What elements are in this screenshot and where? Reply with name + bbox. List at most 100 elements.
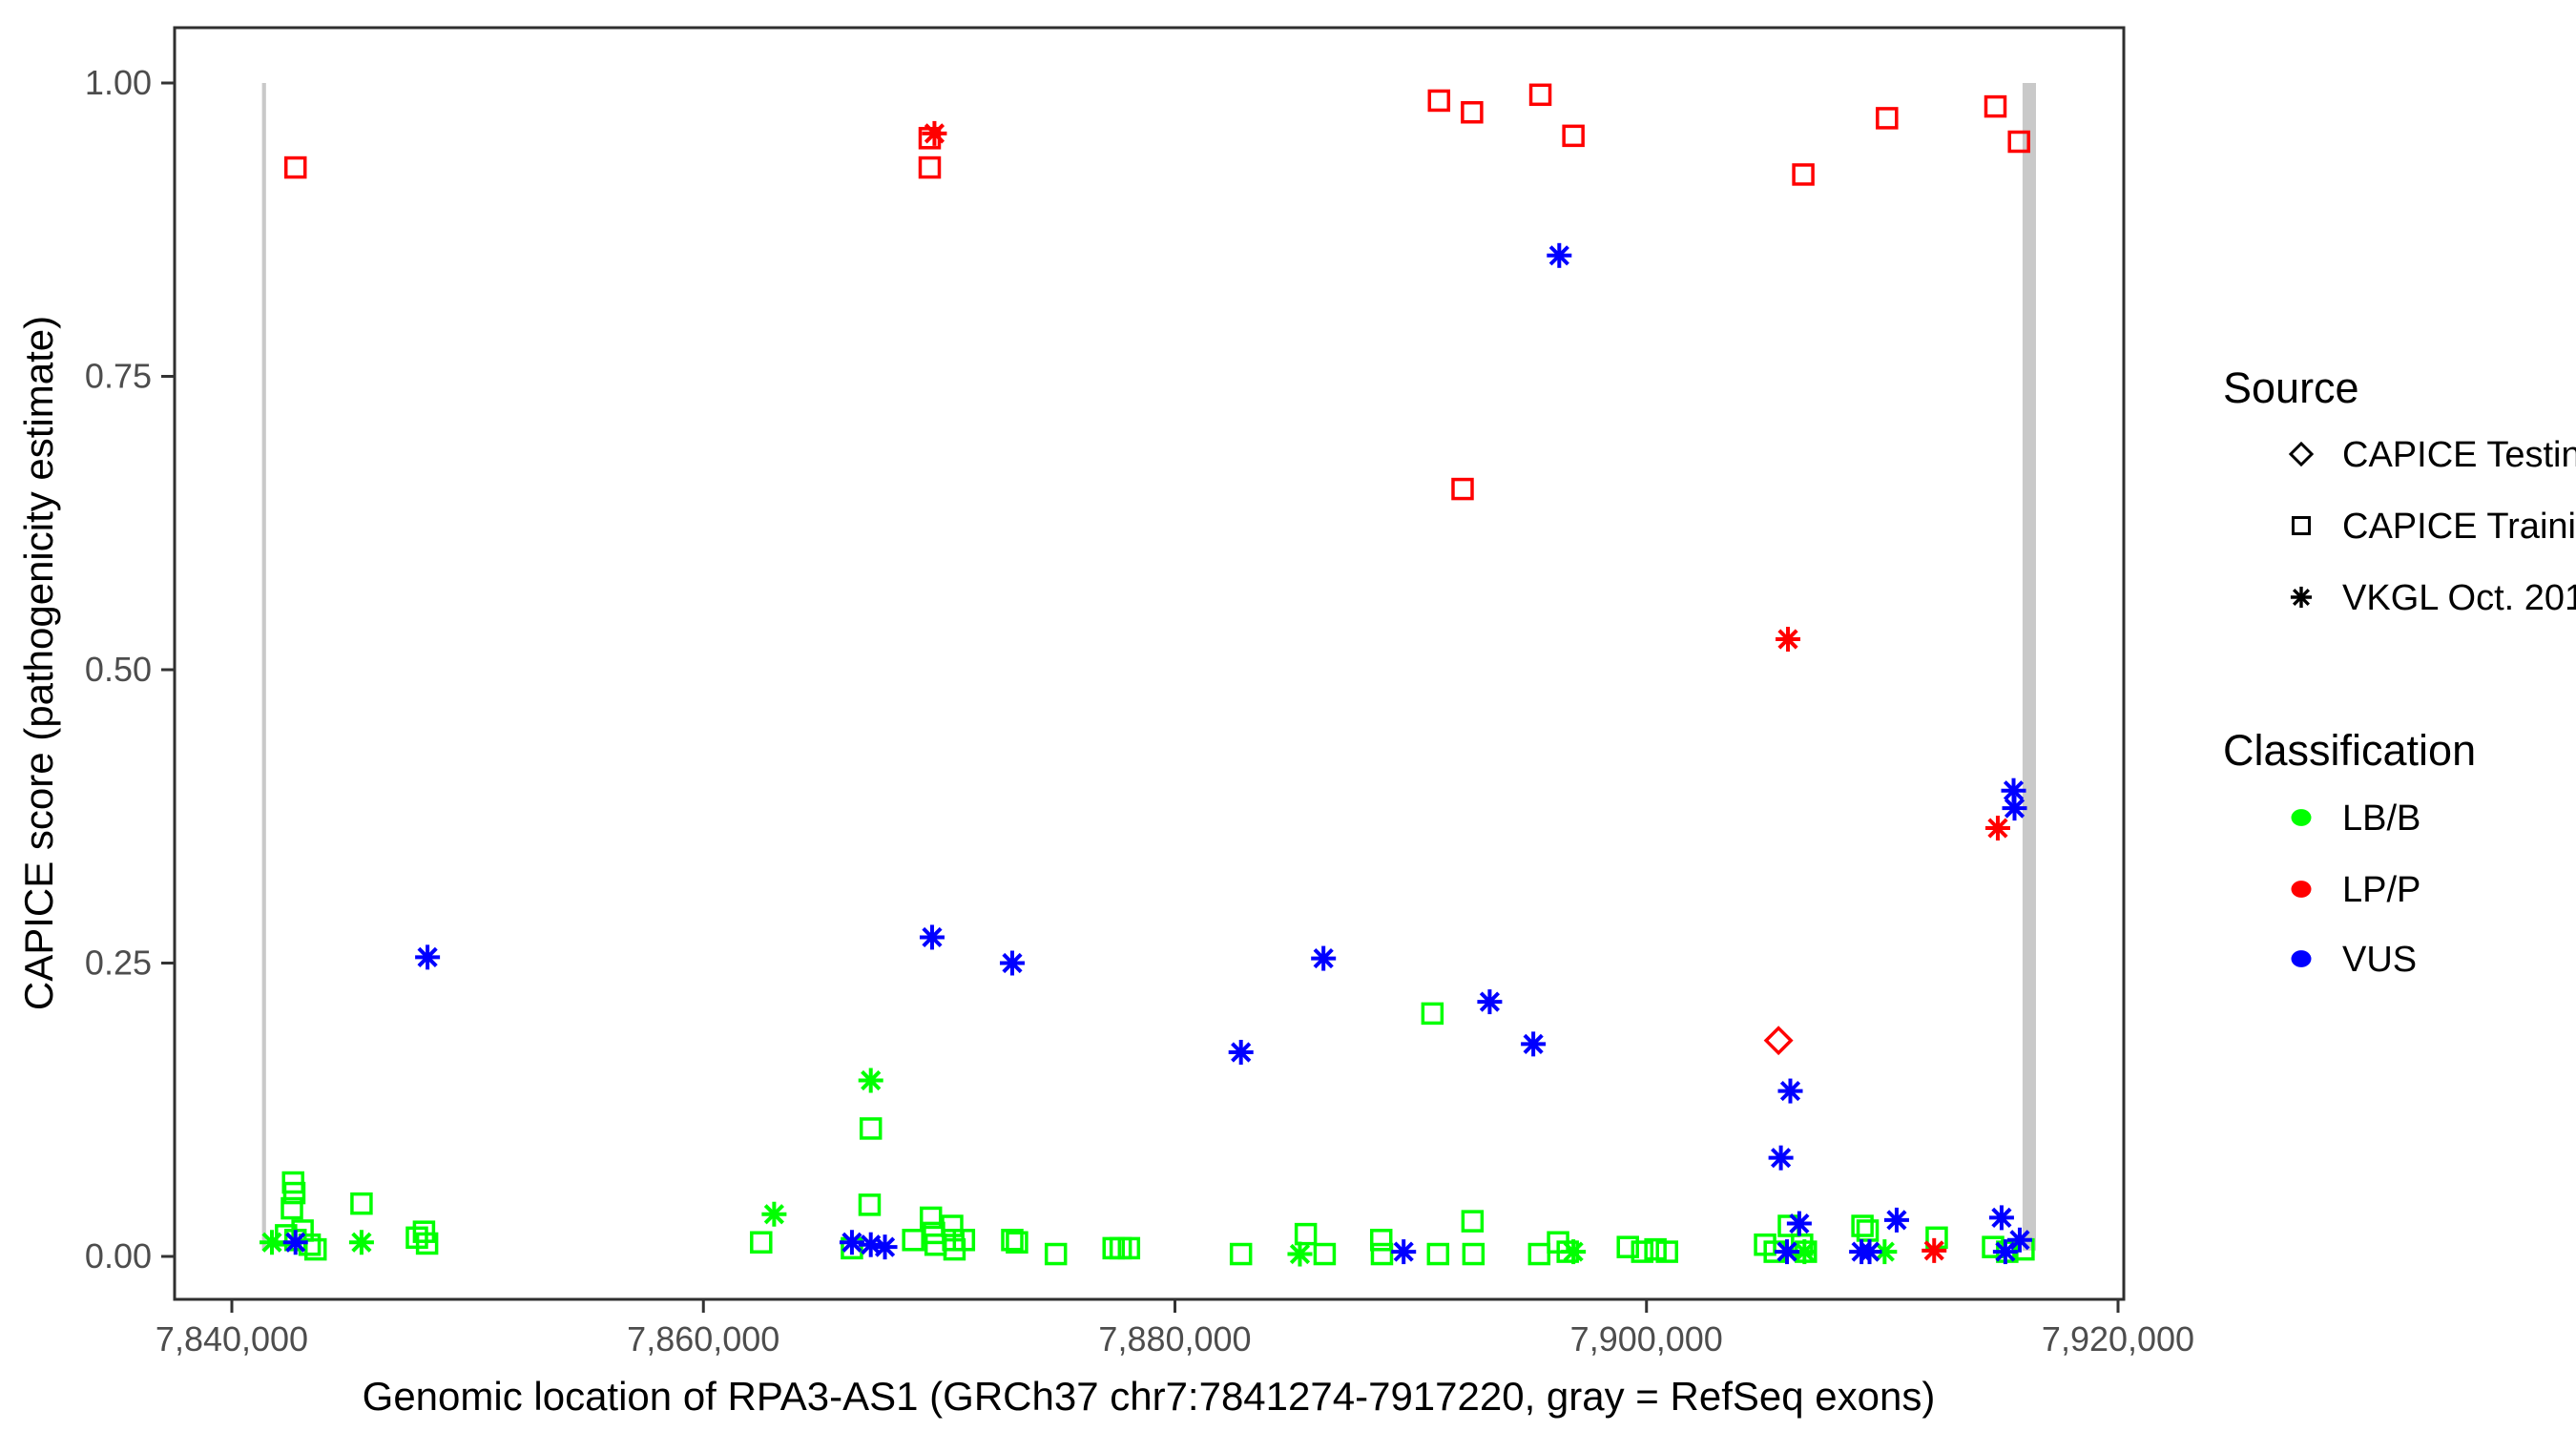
- data-point: [872, 1234, 898, 1260]
- data-point: [348, 1230, 374, 1255]
- legend-item-label: VUS: [2342, 940, 2417, 980]
- data-point: [1313, 1242, 1337, 1266]
- data-point: [1427, 89, 1451, 113]
- data-point: [2006, 1227, 2032, 1253]
- data-point: [1631, 1240, 1654, 1263]
- data-point: [1311, 945, 1337, 971]
- data-point: [412, 1220, 436, 1243]
- data-point: [1922, 1237, 1947, 1263]
- data-point: [919, 924, 945, 950]
- legend-marker-dot-icon: [2291, 809, 2312, 826]
- data-point: [919, 1206, 943, 1230]
- data-point: [1421, 1002, 1444, 1026]
- data-point: [1876, 107, 1899, 130]
- x-tick-label: 7,860,000: [627, 1319, 779, 1358]
- data-point: [1462, 1242, 1485, 1266]
- legend-marker-square-icon: [2292, 516, 2311, 535]
- data-point: [1426, 1242, 1450, 1266]
- legend-classification-title: Classification: [2223, 726, 2476, 775]
- x-tick-label: 7,900,000: [1570, 1319, 1723, 1358]
- series-capice-testing-lp-p: [1763, 1026, 1794, 1056]
- data-point: [1777, 1078, 1803, 1104]
- data-point: [941, 1214, 964, 1237]
- legend-item-vkgl-oct-2019: VKGL Oct. 2019: [2290, 578, 2576, 618]
- series-vkgl-oct-2019-vus: [282, 242, 2032, 1265]
- legend-item-label: CAPICE Testing: [2342, 435, 2576, 475]
- legend-marker-dot-icon: [2291, 950, 2312, 967]
- y-tick-label: 1.00: [85, 63, 152, 102]
- legend-item-label: VKGL Oct. 2019: [2342, 578, 2576, 618]
- data-point: [415, 944, 441, 970]
- data-point: [859, 1117, 883, 1140]
- data-point: [1616, 1235, 1639, 1258]
- data-point: [1988, 1205, 2014, 1231]
- legend-item-vus: VUS: [2291, 940, 2417, 980]
- legend-classification-items: LB/B LP/P VUS: [2291, 798, 2420, 980]
- data-point: [1655, 1240, 1678, 1263]
- legend-item-lb-b: LB/B: [2291, 798, 2420, 839]
- data-point: [1117, 1236, 1141, 1260]
- legend: Source CAPICE Testing CAPICE Training VKGL…: [2223, 363, 2576, 980]
- legend-marker-diamond-icon: [2288, 441, 2315, 467]
- data-point: [858, 1193, 882, 1216]
- data-point: [1562, 124, 1585, 148]
- y-tick-label: 0.75: [85, 357, 152, 396]
- data-point: [1763, 1026, 1794, 1056]
- data-point: [922, 120, 947, 146]
- data-point: [1370, 1242, 1394, 1266]
- data-point: [1369, 1229, 1393, 1252]
- legend-item-capice-testing: CAPICE Testing: [2288, 435, 2576, 475]
- data-point: [415, 1232, 439, 1255]
- data-point: [1294, 1222, 1318, 1246]
- data-point: [1229, 1242, 1253, 1266]
- y-axis: 0.00 0.25 0.50 0.75 1.00: [85, 63, 175, 1275]
- data-point: [1775, 1239, 1800, 1265]
- data-point: [350, 1192, 373, 1215]
- data-point: [283, 156, 307, 179]
- data-point: [902, 1229, 924, 1252]
- data-points: [260, 83, 2035, 1267]
- x-axis-title: Genomic location of RPA3-AS1 (GRCh37 chr…: [363, 1374, 1936, 1419]
- data-point: [750, 1231, 773, 1254]
- data-point: [303, 1237, 327, 1261]
- data-point: [1228, 1039, 1254, 1065]
- data-point: [291, 1219, 314, 1242]
- x-tick-label: 7,920,000: [2042, 1319, 2194, 1358]
- data-point: [761, 1201, 787, 1227]
- y-axis-title: CAPICE score (pathogenicity estimate): [16, 316, 61, 1010]
- refseq-exons: [261, 83, 2037, 1251]
- data-point: [1561, 1239, 1587, 1265]
- data-point: [839, 1230, 864, 1255]
- data-point: [280, 1196, 303, 1220]
- data-point: [1461, 101, 1484, 124]
- data-point: [1006, 1231, 1028, 1254]
- legend-marker-asterisk-icon: [2290, 586, 2313, 609]
- data-point: [918, 156, 942, 179]
- data-point: [1792, 163, 1815, 186]
- y-tick-label: 0.00: [85, 1236, 152, 1275]
- legend-source-title: Source: [2223, 363, 2359, 412]
- series-vkgl-oct-2019-lp-p: [922, 120, 2010, 1263]
- data-point: [999, 950, 1025, 976]
- data-point: [1768, 1145, 1794, 1171]
- data-point: [1001, 1229, 1024, 1252]
- data-point: [1391, 1239, 1417, 1265]
- data-point: [1776, 627, 1801, 653]
- data-point: [1527, 1242, 1551, 1266]
- data-point: [282, 1181, 306, 1205]
- data-point: [1851, 1214, 1874, 1237]
- data-point: [1477, 989, 1503, 1015]
- legend-item-lp-p: LP/P: [2291, 870, 2420, 910]
- data-point: [1856, 1219, 1880, 1242]
- refseq-exon-bar: [2022, 83, 2037, 1251]
- data-point: [2007, 130, 2030, 154]
- data-point: [282, 1230, 308, 1255]
- data-point: [1044, 1242, 1068, 1266]
- data-point: [1547, 242, 1572, 268]
- legend-item-label: LB/B: [2342, 798, 2420, 839]
- y-tick-label: 0.25: [85, 944, 152, 983]
- data-point: [1984, 816, 2010, 841]
- legend-item-label: LP/P: [2342, 870, 2420, 910]
